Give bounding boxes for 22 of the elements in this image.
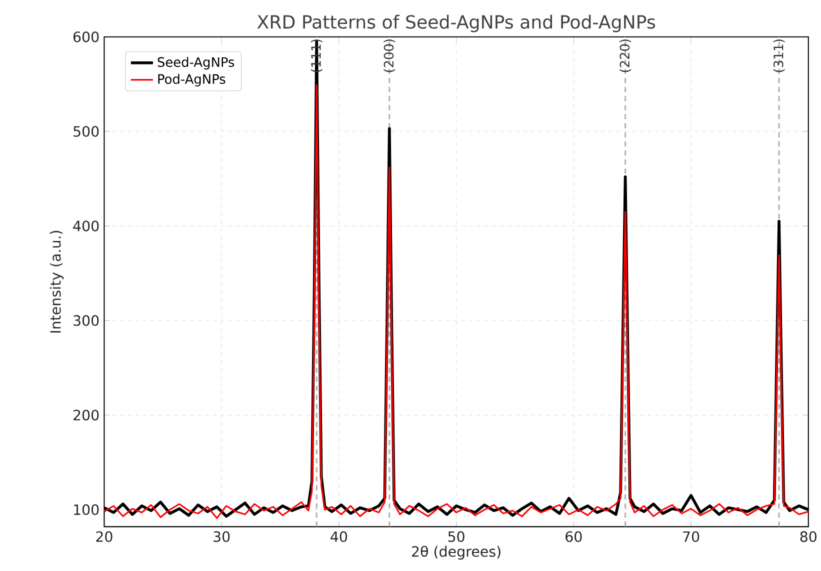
annotation: (220)	[620, 39, 632, 72]
x-tick-label: 60	[566, 531, 582, 542]
annotation: (311)	[773, 39, 785, 72]
chart-title: XRD Patterns of Seed-AgNPs and Pod-AgNPs	[257, 14, 655, 32]
y-tick-label: 200	[74, 410, 99, 420]
y-tick-label: 100	[74, 504, 99, 515]
y-tick-label: 400	[73, 220, 99, 232]
legend-label: Seed-AgNPs	[158, 56, 234, 70]
annotation: (111)	[310, 39, 322, 72]
x-tick-label: 70	[683, 531, 700, 542]
x-tick-label: 80	[800, 531, 816, 542]
legend-label: Pod-AgNPs	[158, 74, 226, 86]
x-tick-label: 50	[448, 531, 464, 542]
x-tick-label: 20	[96, 531, 112, 542]
annotation: (200)	[384, 39, 396, 72]
x-tick-label: 40	[330, 531, 348, 542]
y-tick-label: 600	[73, 31, 99, 42]
y-tick-label: 300	[74, 315, 99, 326]
y-axis-title: Intensity (a.u.)	[50, 230, 64, 332]
y-tick-label: 500	[74, 126, 99, 137]
x-tick-label: 30	[214, 531, 230, 542]
x-axis-title: 2θ (degrees)	[412, 546, 500, 560]
